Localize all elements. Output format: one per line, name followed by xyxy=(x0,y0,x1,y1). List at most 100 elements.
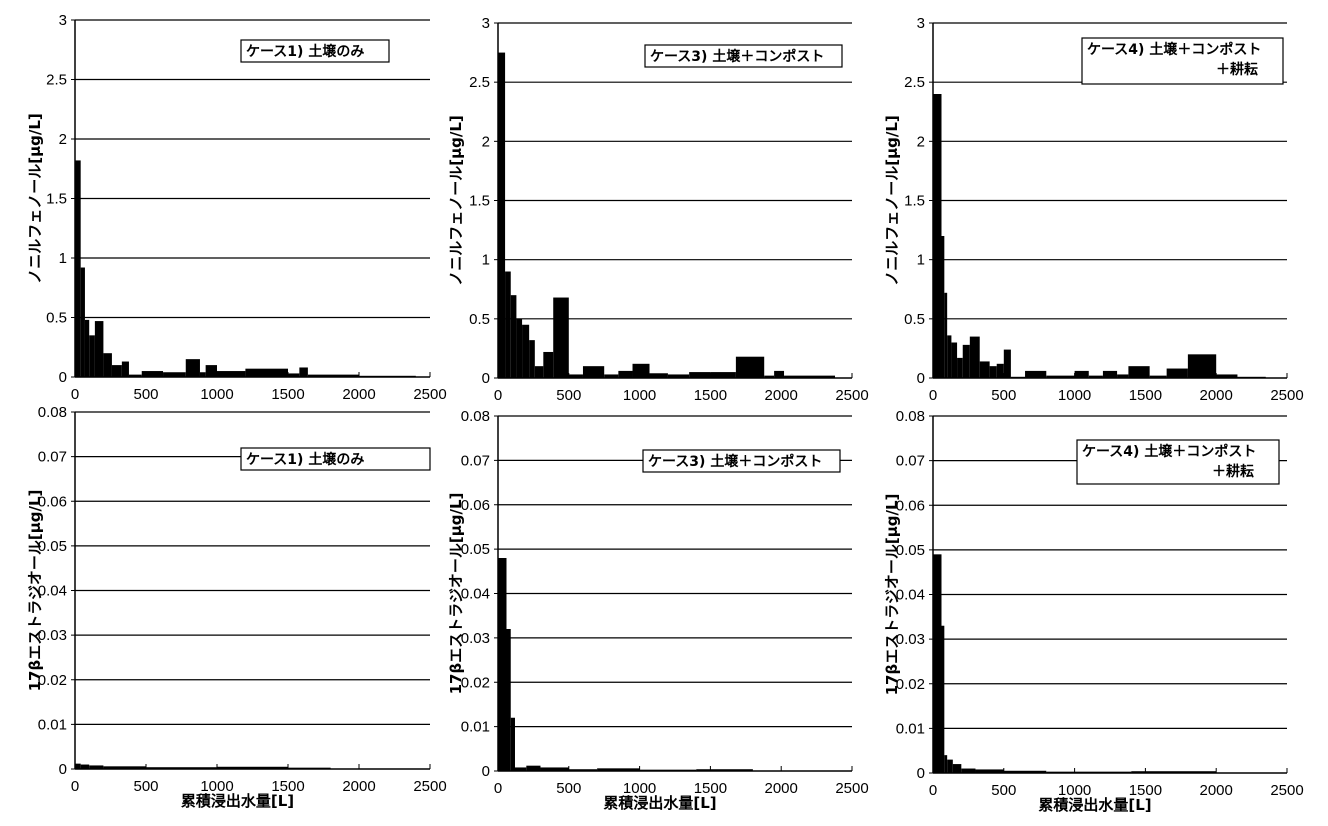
bar xyxy=(199,372,206,377)
y-tick-label: 0 xyxy=(482,763,490,780)
bar xyxy=(75,763,81,769)
bar xyxy=(618,370,633,378)
legend-box xyxy=(644,44,843,68)
y-tick-label: 1.5 xyxy=(46,191,67,208)
bar xyxy=(1046,375,1075,378)
bar xyxy=(505,271,511,378)
chart-panel-6: 0 0.01 0.02 0.03 0.04 0.05 0.06 0.07 0.08 0 500 100… xyxy=(883,408,1304,814)
bar xyxy=(944,292,948,378)
bar xyxy=(975,769,1004,773)
bar xyxy=(111,365,122,377)
bar xyxy=(516,318,523,378)
x-tick-label: 1500 xyxy=(1129,782,1162,799)
x-tick-label: 1500 xyxy=(271,386,304,403)
y-tick-label: 0.07 xyxy=(461,452,490,469)
x-tick-label: 500 xyxy=(991,782,1016,799)
bar xyxy=(774,370,785,378)
x-tick-label: 1000 xyxy=(623,387,656,404)
bar xyxy=(245,368,288,377)
x-tick-label: 1000 xyxy=(200,386,233,403)
x-tick-label: 1500 xyxy=(271,778,304,795)
bar xyxy=(1117,374,1129,378)
chart-panel-5: 0 0.01 0.02 0.03 0.04 0.05 0.06 0.07 0.08 0 500 100… xyxy=(447,408,869,812)
y-tick-label: 0.04 xyxy=(896,587,925,604)
y-tick-label: 0.08 xyxy=(461,408,490,425)
bar xyxy=(103,766,146,769)
bar xyxy=(568,374,583,378)
bar xyxy=(1216,374,1238,378)
y-tick-label: 0 xyxy=(59,761,67,778)
bar xyxy=(103,353,112,377)
x-tick-label: 2500 xyxy=(1270,782,1303,799)
y-tick-label: 0.03 xyxy=(461,630,490,647)
legend-box xyxy=(240,447,431,471)
bar xyxy=(498,52,506,378)
bar xyxy=(582,366,605,378)
y-tick-label: 3 xyxy=(482,15,490,32)
y-axis-title: ノニルフェノール[μg/L] xyxy=(26,113,44,284)
bar xyxy=(961,768,976,773)
bar xyxy=(1149,375,1167,378)
y-tick-label: 0.01 xyxy=(38,716,67,733)
bar xyxy=(498,558,507,771)
bar xyxy=(1003,349,1011,378)
bar xyxy=(80,764,90,769)
x-tick-label: 1000 xyxy=(200,778,233,795)
y-tick-label: 0.08 xyxy=(896,408,925,425)
x-tick-label: 0 xyxy=(929,782,937,799)
x-tick-label: 500 xyxy=(556,387,581,404)
bar xyxy=(933,94,942,378)
bar xyxy=(522,324,530,378)
chart-panel-2: 0 0.5 1 1.5 2 2.5 3 0 500 1000 1500 2000 2500 ノニルフェノー… xyxy=(447,15,869,404)
x-tick-label: 0 xyxy=(494,780,502,797)
y-axis-title: ノニルフェノール[μg/L] xyxy=(447,115,465,286)
bar xyxy=(735,356,765,378)
bar xyxy=(764,375,775,378)
x-tick-label: 0 xyxy=(71,386,79,403)
y-tick-label: 1.5 xyxy=(469,193,490,210)
legend-box xyxy=(1076,439,1280,485)
bar xyxy=(784,375,836,378)
x-tick-label: 2000 xyxy=(765,387,798,404)
bar xyxy=(941,236,945,378)
x-tick-label: 2000 xyxy=(342,386,375,403)
bar xyxy=(947,335,952,378)
y-tick-label: 2 xyxy=(917,133,925,150)
bar xyxy=(217,371,246,377)
x-tick-label: 1500 xyxy=(694,387,727,404)
y-tick-label: 0.07 xyxy=(896,453,925,470)
bar xyxy=(89,335,95,377)
bar xyxy=(506,629,511,771)
y-tick-label: 2.5 xyxy=(46,72,67,89)
bar xyxy=(989,366,997,378)
y-tick-label: 3 xyxy=(917,15,925,32)
bar xyxy=(604,374,619,378)
y-tick-label: 0.02 xyxy=(896,676,925,693)
legend-box xyxy=(642,449,841,473)
bar xyxy=(1102,370,1118,378)
bar xyxy=(543,351,554,378)
y-tick-label: 0.07 xyxy=(38,449,67,466)
y-tick-label: 2 xyxy=(482,133,490,150)
bar xyxy=(514,767,527,771)
y-tick-label: 0.04 xyxy=(38,583,67,600)
y-tick-label: 0.08 xyxy=(38,404,67,421)
x-tick-label: 500 xyxy=(991,387,1016,404)
bar xyxy=(632,363,650,378)
chart-panel-1: 0 0.5 1 1.5 2 2.5 3 0 500 1000 1500 2000 2500 ノニルフェノー… xyxy=(26,12,447,403)
bar xyxy=(141,371,164,377)
bar xyxy=(568,769,598,771)
x-tick-label: 2500 xyxy=(1270,387,1303,404)
bar xyxy=(952,764,962,773)
x-tick-label: 2500 xyxy=(835,387,868,404)
bar xyxy=(944,755,948,773)
legend-entry: ケース4) 土壌＋コンポスト xyxy=(1082,443,1256,460)
y-tick-label: 0.06 xyxy=(38,493,67,510)
bar xyxy=(941,625,945,773)
y-tick-label: 0.01 xyxy=(896,720,925,737)
x-tick-label: 2500 xyxy=(413,386,446,403)
bar xyxy=(84,319,90,377)
y-tick-label: 1 xyxy=(917,252,925,269)
bar xyxy=(89,765,104,769)
bar xyxy=(94,321,104,377)
